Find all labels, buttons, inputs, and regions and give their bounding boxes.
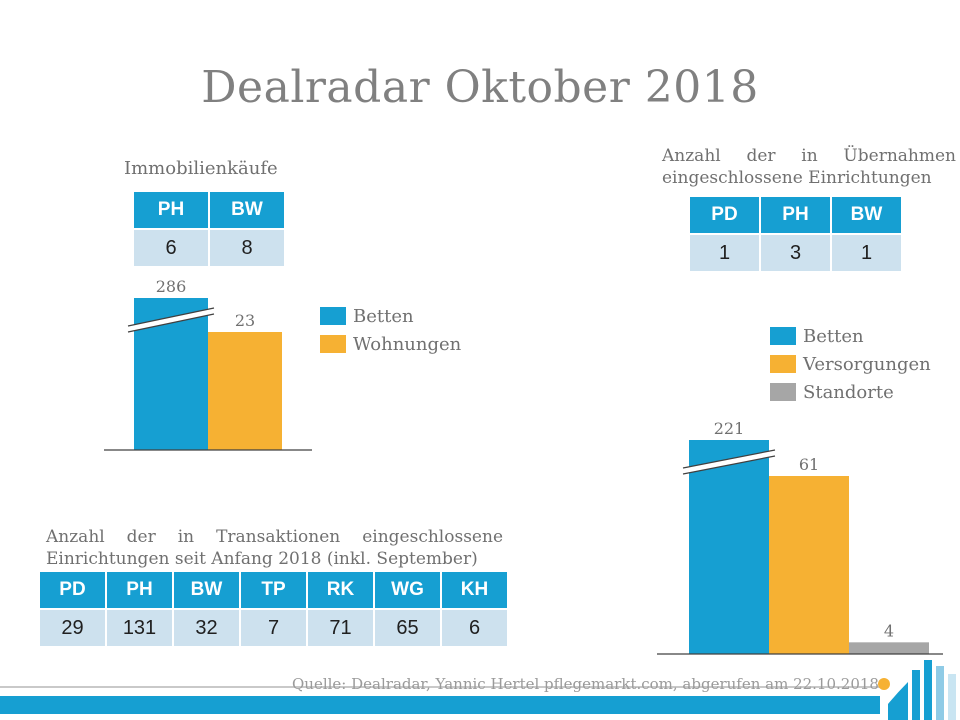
legend-item: Wohnungen [320, 333, 462, 355]
legend-swatch [770, 383, 796, 401]
table-row: 1 3 1 [690, 235, 901, 271]
legend-swatch [770, 327, 796, 345]
legend-label: Betten [353, 305, 414, 327]
data-label: 286 [156, 277, 187, 296]
table-header-cell: PH [134, 192, 208, 228]
legend-label: Versorgungen [803, 353, 931, 375]
axis-break-gap [683, 450, 775, 474]
axis-break-line [127, 307, 215, 327]
table-header-cell: RK [308, 572, 373, 608]
legend-swatch [320, 335, 346, 353]
transaktionen-label-line2: Einrichtungen seit Anfang 2018 (inkl. Se… [46, 549, 478, 569]
bar-versorgungen [769, 476, 849, 654]
uebernahmen-label: Anzahl der in Übernahmen eingeschlossene… [662, 145, 956, 189]
uebernahmen-table: PD PH BW 1 3 1 [688, 195, 903, 273]
transaktionen-table: PD PH BW TP RK WG KH 29 131 32 7 71 65 6 [38, 570, 509, 648]
table-cell: 7 [241, 610, 306, 646]
pflegemarkt-logo-icon [878, 660, 956, 720]
table-cell: 32 [174, 610, 239, 646]
axis-break-line [127, 313, 215, 333]
table-row: 6 8 [134, 230, 284, 266]
table-header-cell: PH [107, 572, 172, 608]
axis-break-gap [128, 308, 214, 332]
footer-blue-band [0, 696, 880, 714]
footer-band [0, 686, 880, 714]
bar-betten [689, 440, 769, 654]
legend-label: Betten [803, 325, 864, 347]
table-header-row: PD PH BW TP RK WG KH [40, 572, 507, 608]
bar-chart-uebernahmen: 221 61 4 [657, 419, 943, 655]
immobilien-table: PH BW 6 8 [132, 190, 286, 268]
table-cell: 8 [210, 230, 284, 266]
table-header-cell: TP [241, 572, 306, 608]
table-header-cell: BW [210, 192, 284, 228]
bar-chart-immobilien: 286 23 [104, 277, 312, 451]
table-header-cell: PD [690, 197, 759, 233]
page-title: Dealradar Oktober 2018 [201, 62, 759, 113]
table-cell: 1 [832, 235, 901, 271]
data-label: 61 [799, 455, 819, 474]
table-cell: 1 [690, 235, 759, 271]
table-cell: 6 [442, 610, 507, 646]
legend-item: Standorte [770, 381, 894, 403]
table-cell: 6 [134, 230, 208, 266]
transaktionen-label-line1: Anzahl der in Transaktionen eingeschloss… [46, 527, 503, 547]
legend-swatch [320, 307, 346, 325]
source-text: Quelle: Dealradar, Yannic Hertel pflegem… [292, 675, 879, 693]
uebernahmen-label-line1: Anzahl der in Übernahmen [662, 146, 956, 166]
table-header-cell: KH [442, 572, 507, 608]
legend-item: Versorgungen [770, 353, 931, 375]
legend-item: Betten [320, 305, 414, 327]
legend-label: Standorte [803, 381, 894, 403]
immobilien-label: Immobilienkäufe [124, 158, 278, 179]
transaktionen-label: Anzahl der in Transaktionen eingeschloss… [46, 526, 503, 570]
data-label: 221 [714, 419, 745, 438]
bar-standorte [849, 642, 929, 654]
data-label: 23 [235, 311, 255, 330]
table-cell: 131 [107, 610, 172, 646]
uebernahmen-label-line2: eingeschlossene Einrichtungen [662, 168, 932, 188]
data-label: 4 [884, 621, 894, 640]
axis-break-line [682, 449, 776, 469]
table-cell: 29 [40, 610, 105, 646]
table-header-row: PH BW [134, 192, 284, 228]
table-header-cell: PH [761, 197, 830, 233]
table-header-row: PD PH BW [690, 197, 901, 233]
table-header-cell: PD [40, 572, 105, 608]
table-header-cell: BW [832, 197, 901, 233]
footer-thin-line [0, 686, 880, 688]
table-header-cell: WG [375, 572, 440, 608]
table-cell: 71 [308, 610, 373, 646]
legend-item: Betten [770, 325, 864, 347]
table-cell: 65 [375, 610, 440, 646]
bar-wohnungen [208, 332, 282, 450]
axis-break-line [682, 455, 776, 475]
table-header-cell: BW [174, 572, 239, 608]
legend-label: Wohnungen [353, 333, 462, 355]
table-row: 29 131 32 7 71 65 6 [40, 610, 507, 646]
legend-swatch [770, 355, 796, 373]
table-cell: 3 [761, 235, 830, 271]
